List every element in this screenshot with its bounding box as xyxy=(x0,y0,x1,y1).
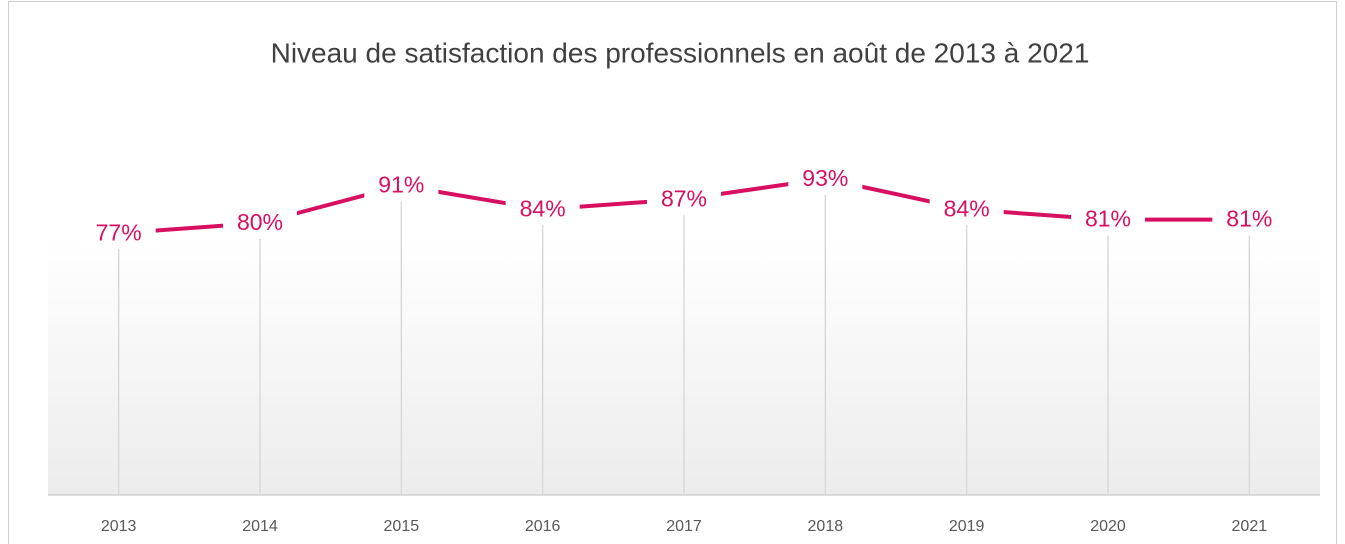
data-label: 93% xyxy=(802,165,848,191)
x-tick-label: 2021 xyxy=(1232,518,1268,535)
data-label-bg xyxy=(1212,203,1287,236)
data-label-bg xyxy=(647,183,721,216)
data-label: 80% xyxy=(237,209,283,235)
data-label-bg xyxy=(788,162,863,195)
data-label: 91% xyxy=(378,172,424,198)
data-label-bg xyxy=(1071,203,1145,236)
x-tick-label: 2013 xyxy=(101,518,137,535)
data-label: 81% xyxy=(1226,206,1272,232)
x-tick-label: 2019 xyxy=(949,518,985,535)
data-label-bg xyxy=(81,217,156,250)
data-label: 81% xyxy=(1085,206,1131,232)
data-label-bg xyxy=(364,169,439,202)
x-tick-label: 2018 xyxy=(808,518,844,535)
chart-title: Niveau de satisfaction des professionnel… xyxy=(271,37,1090,68)
data-label: 87% xyxy=(661,185,707,211)
data-label-bg xyxy=(223,207,297,239)
x-tick-label: 2016 xyxy=(525,518,561,535)
data-label-bg xyxy=(505,193,580,226)
x-tick-label: 2020 xyxy=(1090,518,1126,535)
data-label: 84% xyxy=(520,195,566,221)
data-label: 77% xyxy=(96,219,142,245)
x-tick-label: 2014 xyxy=(242,518,278,535)
data-label-bg xyxy=(929,193,1004,226)
x-tick-label: 2017 xyxy=(666,518,702,535)
x-tick-label: 2015 xyxy=(384,518,420,535)
data-label: 84% xyxy=(944,195,990,221)
